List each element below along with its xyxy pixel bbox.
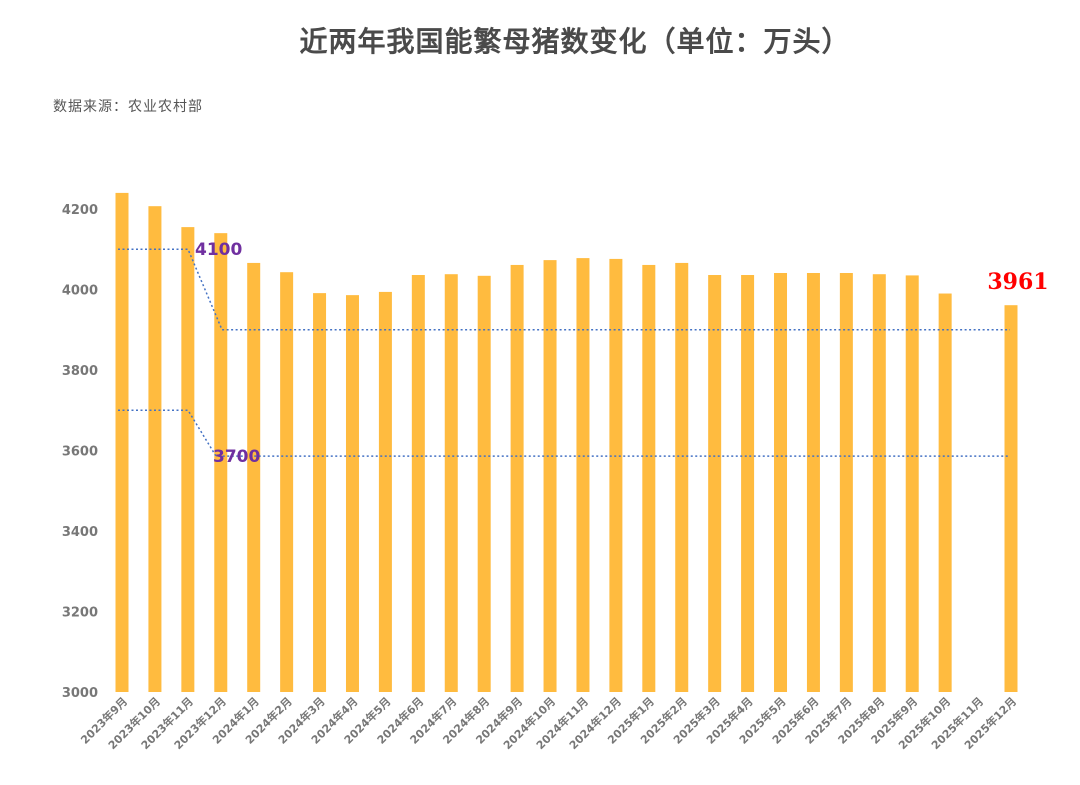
y-tick-label: 3800 [62,364,98,379]
bar [905,275,919,692]
y-tick-label: 3400 [62,525,98,540]
bar [872,274,886,692]
y-tick-label: 4200 [62,203,98,218]
bar [741,275,755,692]
y-tick-label: 4000 [62,284,98,299]
bar [148,206,162,692]
bar [543,260,557,692]
bar [510,264,524,692]
bar [675,262,689,692]
bar [345,295,359,692]
data-source: 数据来源：农业农村部 [53,99,203,115]
y-tick-label: 3000 [62,686,98,701]
y-tick-label: 3200 [62,606,98,621]
bar [938,293,952,692]
bar [576,258,590,692]
bar [477,275,491,692]
bar [774,272,788,692]
bar [378,291,392,692]
bar [642,264,656,692]
bar [1004,305,1018,692]
bar [280,272,294,692]
annotation-label: 3700 [213,447,260,467]
bar [411,275,425,692]
bar [609,258,623,692]
bar [708,275,722,692]
y-tick-label: 3600 [62,445,98,460]
bar [839,272,853,692]
annotation-line [118,248,1010,331]
bar [181,227,195,693]
bar [444,274,458,692]
bar [247,262,261,692]
last-value-label: 3961 [987,269,1048,295]
bar [214,233,228,692]
bar [115,192,129,692]
chart-title: 近两年我国能繁母猪数变化（单位：万头） [299,25,851,58]
bar [806,272,820,692]
annotation-label: 4100 [195,240,242,260]
bar [313,293,327,692]
